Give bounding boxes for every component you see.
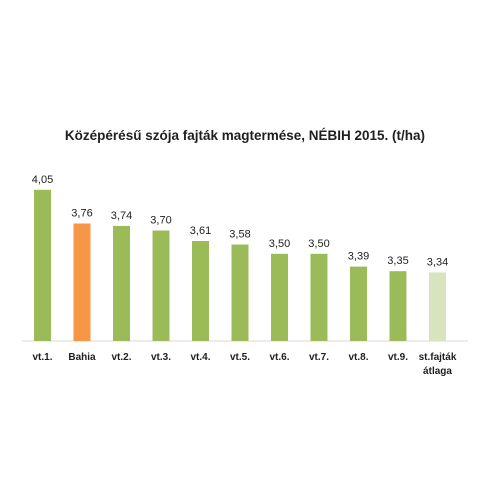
category-label-7: vt.6. [269,352,289,363]
bars-group [34,189,446,341]
data-label-6: 3,58 [229,229,250,241]
category-label-9: vt.8. [348,352,368,363]
category-label-1: vt.1. [32,352,52,363]
data-label-2: 3,76 [71,208,92,220]
bar-6 [231,244,249,341]
category-label-4: vt.3. [151,352,171,363]
category-label-5: vt.4. [190,352,210,363]
data-label-9: 3,39 [348,251,369,263]
category-label-3: vt.2. [111,352,131,363]
category-label-6: vt.5. [230,352,250,363]
chart-title: Középérésű szója fajták magtermése, NÉBI… [65,128,425,143]
category-label-2: Bahia [68,352,96,363]
data-label-7: 3,50 [269,238,290,250]
bar-1 [34,189,51,341]
bar-5 [192,241,209,341]
category-label-8: vt.7. [309,352,329,363]
data-label-5: 3,61 [190,225,211,237]
data-label-10: 3,35 [387,255,408,267]
bar-7 [271,253,288,341]
bar-4 [152,230,170,341]
bar-11 [429,272,446,341]
bar-8 [310,253,328,341]
bar-9 [350,266,367,341]
value-labels-group: 4,05 3,76 3,74 3,70 3,61 3,58 3,50 3,50 3,39 3,35… [32,174,448,269]
category-labels-group: vt.1. Bahia vt.2. vt.3. vt.4. vt.5. vt.6. vt.7.… [32,352,456,377]
bar-10 [389,271,407,341]
category-label-11: st.fajták átlaga [419,352,457,377]
bar-3 [113,225,130,341]
data-label-1: 4,05 [32,174,53,186]
data-label-8: 3,50 [308,238,329,250]
data-label-3: 3,74 [111,210,132,222]
data-label-4: 3,70 [150,215,171,227]
bar-2 [73,223,91,341]
data-label-11: 3,34 [427,256,448,268]
category-label-10: vt.9. [388,352,408,363]
